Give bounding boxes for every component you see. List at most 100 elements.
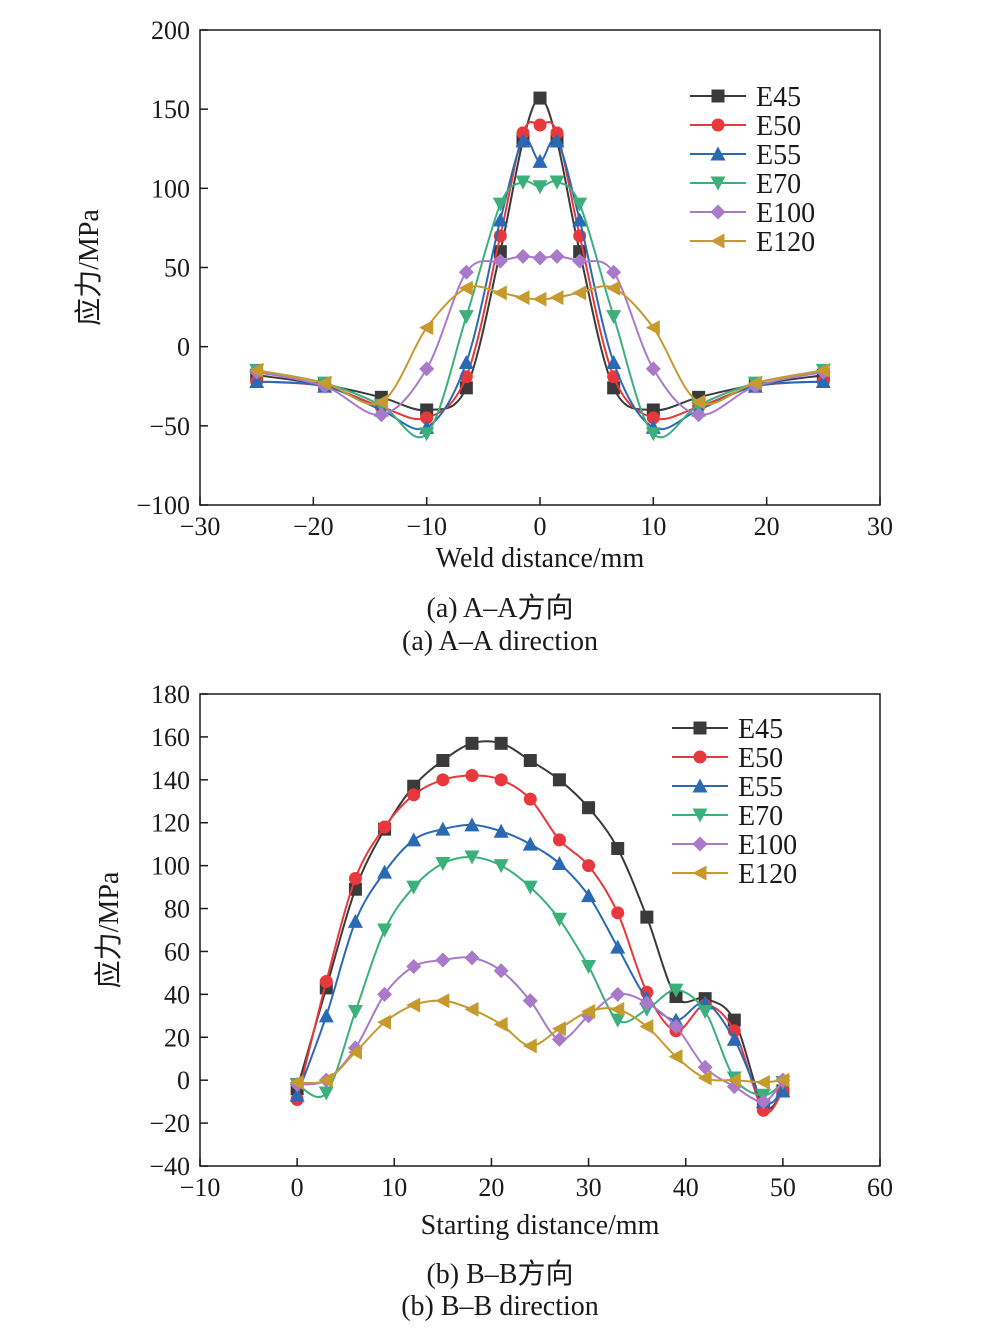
- data-point-b-E120-9: [551, 1021, 566, 1037]
- data-point-a-E70-11: [645, 427, 661, 442]
- data-point-a-E45-7: [533, 91, 547, 105]
- legend-marker-b-E45: [693, 721, 707, 735]
- data-point-a-E100-9: [572, 253, 588, 269]
- x-tick-label-a-6: 30: [867, 512, 893, 541]
- data-point-b-E55-3: [377, 864, 393, 879]
- data-point-a-E100-7: [532, 250, 548, 266]
- data-point-b-E50-10: [582, 859, 596, 873]
- data-point-b-E45-15: [727, 1013, 741, 1027]
- x-tick-label-b-0: −10: [180, 1173, 221, 1202]
- legend-entry-a-E50: E50: [690, 111, 801, 142]
- legend-entry-b-E45: E45: [672, 714, 783, 745]
- legend-label-a-E70: E70: [756, 169, 801, 200]
- legend-entry-b-E100: E100: [672, 830, 797, 861]
- data-point-b-E120-8: [522, 1038, 537, 1054]
- y-tick-label-a-1: −50: [149, 412, 190, 441]
- y-tick-label-a-3: 50: [164, 254, 190, 283]
- data-point-b-E50-3: [378, 820, 392, 834]
- data-point-b-E70-5: [435, 856, 451, 871]
- data-point-b-E70-7: [493, 859, 509, 874]
- legend-marker-b-E50: [693, 750, 707, 764]
- data-point-b-E100-5: [435, 952, 451, 968]
- series-line-b-E70: [296, 856, 784, 1099]
- legend-marker-a-E55: [710, 146, 726, 161]
- data-point-b-E100-3: [377, 986, 393, 1002]
- data-point-b-E45-9: [552, 773, 566, 787]
- data-point-b-E120-12: [639, 1019, 654, 1035]
- legend-entry-b-E50: E50: [672, 743, 783, 774]
- data-point-b-E55-11: [610, 939, 626, 954]
- data-point-b-E120-5: [435, 993, 450, 1009]
- data-point-b-E100-4: [406, 958, 422, 974]
- data-point-b-E70-11: [610, 1013, 626, 1028]
- data-point-b-E120-7: [493, 1016, 508, 1032]
- data-point-b-E120-17: [775, 1072, 790, 1088]
- data-point-b-E120-14: [697, 1070, 712, 1086]
- data-point-b-E50-9: [552, 833, 566, 847]
- y-tick-label-b-8: 120: [151, 809, 190, 838]
- data-point-a-E120-10: [606, 280, 621, 296]
- data-point-a-E120-5: [492, 285, 507, 301]
- series-line-b-E55: [296, 823, 784, 1105]
- series-a-E120: [249, 280, 830, 410]
- data-point-a-E120-8: [549, 290, 564, 306]
- legend-label-b-E55: E55: [738, 772, 783, 803]
- data-point-a-E70-4: [458, 310, 474, 325]
- data-point-a-E55-6: [515, 133, 531, 148]
- data-point-b-E50-6: [465, 769, 479, 783]
- y-tick-label-b-3: 20: [164, 1023, 190, 1052]
- data-point-b-E45-7: [494, 736, 508, 750]
- x-tick-label-a-4: 10: [640, 512, 666, 541]
- series-b-E70: [289, 850, 791, 1103]
- data-point-b-E50-2: [348, 872, 362, 886]
- data-point-b-E70-2: [347, 1005, 363, 1020]
- data-point-a-E100-10: [606, 264, 622, 280]
- data-point-b-E55-1: [318, 1008, 334, 1023]
- series-line-b-E45: [296, 740, 784, 1110]
- y-tick-label-b-6: 80: [164, 895, 190, 924]
- data-point-b-E55-0: [289, 1087, 305, 1102]
- x-tick-label-b-7: 60: [867, 1173, 893, 1202]
- data-point-b-E120-16: [755, 1074, 770, 1090]
- data-point-a-E120-9: [572, 285, 587, 301]
- data-point-b-E55-15: [726, 1031, 742, 1046]
- legend-label-b-E70: E70: [738, 801, 783, 832]
- data-point-b-E45-5: [436, 754, 450, 768]
- legend-label-b-E100: E100: [738, 830, 797, 861]
- data-point-b-E120-4: [406, 997, 421, 1013]
- data-point-a-E100-8: [549, 248, 565, 264]
- data-point-b-E120-13: [668, 1049, 683, 1065]
- legend-label-a-E45: E45: [756, 82, 801, 113]
- data-point-a-E70-7: [532, 180, 548, 195]
- data-point-a-E50-8: [550, 126, 564, 140]
- data-point-b-E100-6: [464, 950, 480, 966]
- data-point-b-E70-4: [406, 880, 422, 895]
- y-tick-label-a-2: 0: [177, 333, 190, 362]
- data-point-b-E55-8: [522, 836, 538, 851]
- data-point-a-E120-3: [419, 320, 434, 336]
- data-point-a-E70-5: [492, 197, 508, 212]
- y-tick-label-a-0: −100: [136, 491, 190, 520]
- data-point-b-E100-16: [755, 1094, 771, 1110]
- data-point-b-E55-2: [347, 913, 363, 928]
- data-point-b-E55-6: [464, 817, 480, 832]
- legend-label-b-E50: E50: [738, 743, 783, 774]
- data-point-b-E120-11: [610, 1001, 625, 1017]
- y-tick-label-a-6: 200: [151, 16, 190, 45]
- data-point-b-E100-7: [493, 963, 509, 979]
- y-tick-label-b-9: 140: [151, 766, 190, 795]
- legend-entry-a-E55: E55: [690, 140, 801, 171]
- series-b-E50: [290, 769, 790, 1117]
- data-point-a-E50-11: [646, 411, 660, 425]
- x-tick-label-a-0: −30: [180, 512, 221, 541]
- data-point-b-E70-13: [668, 983, 684, 998]
- data-point-b-E50-7: [494, 773, 508, 787]
- y-tick-label-b-1: −20: [149, 1109, 190, 1138]
- series-b-E55: [289, 817, 791, 1109]
- data-point-a-E70-3: [419, 427, 435, 442]
- plot-frame-b: [199, 693, 881, 1167]
- data-point-b-E100-12: [639, 995, 655, 1011]
- data-point-a-E100-6: [515, 248, 531, 264]
- data-point-b-E70-3: [377, 923, 393, 938]
- legend-entry-b-E120: E120: [672, 859, 797, 890]
